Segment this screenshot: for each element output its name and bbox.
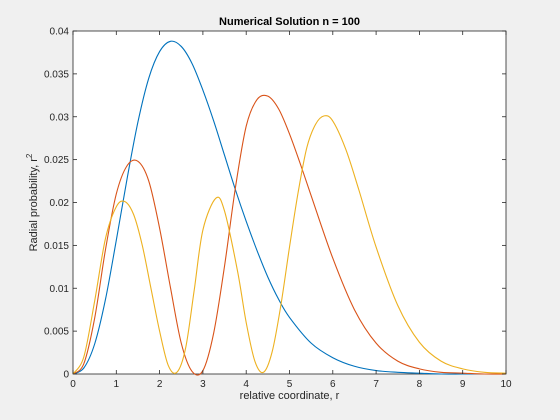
y-tick-label: 0.015 [44, 241, 69, 252]
y-tick-label: 0.04 [50, 27, 70, 38]
x-tick-label: 0 [70, 379, 76, 390]
y-axis-label: Radial probability, r2 [25, 153, 40, 251]
y-tick-label: 0.035 [44, 69, 69, 80]
y-tick-label: 0.025 [44, 155, 69, 166]
y-tick-label: 0.01 [50, 284, 70, 295]
ticks-layer: 0 1 2 3 4 5 6 7 8 9 10 0 0.005 0.01 0.015 0.02 0.025 0.03… [44, 27, 512, 391]
x-tick-label: 3 [200, 379, 206, 390]
y-axis-label-text: Radial probability, r [28, 158, 40, 252]
x-axis-label: relative coordinate, r [240, 390, 340, 402]
y-axis-label-superscript: 2 [25, 153, 34, 158]
series-line-2 [72, 94, 507, 376]
plot-area [72, 30, 507, 375]
x-tick-label: 6 [330, 379, 336, 390]
x-tick-label: 9 [460, 379, 466, 390]
x-tick-label: 7 [373, 379, 379, 390]
series-layer [72, 40, 507, 376]
y-tick-label: 0 [63, 370, 69, 381]
chart-title: Numerical Solution n = 100 [219, 16, 360, 28]
x-tick-label: 2 [157, 379, 163, 390]
x-tick-label: 8 [417, 379, 423, 390]
x-tick-label: 1 [114, 379, 120, 390]
x-tick-label: 5 [287, 379, 293, 390]
series-line-3 [72, 115, 507, 375]
y-tick-label: 0.03 [50, 112, 70, 123]
x-tick-label: 10 [500, 379, 512, 390]
y-tick-label: 0.005 [44, 327, 69, 338]
y-tick-label: 0.02 [50, 198, 70, 209]
x-tick-label: 4 [243, 379, 249, 390]
